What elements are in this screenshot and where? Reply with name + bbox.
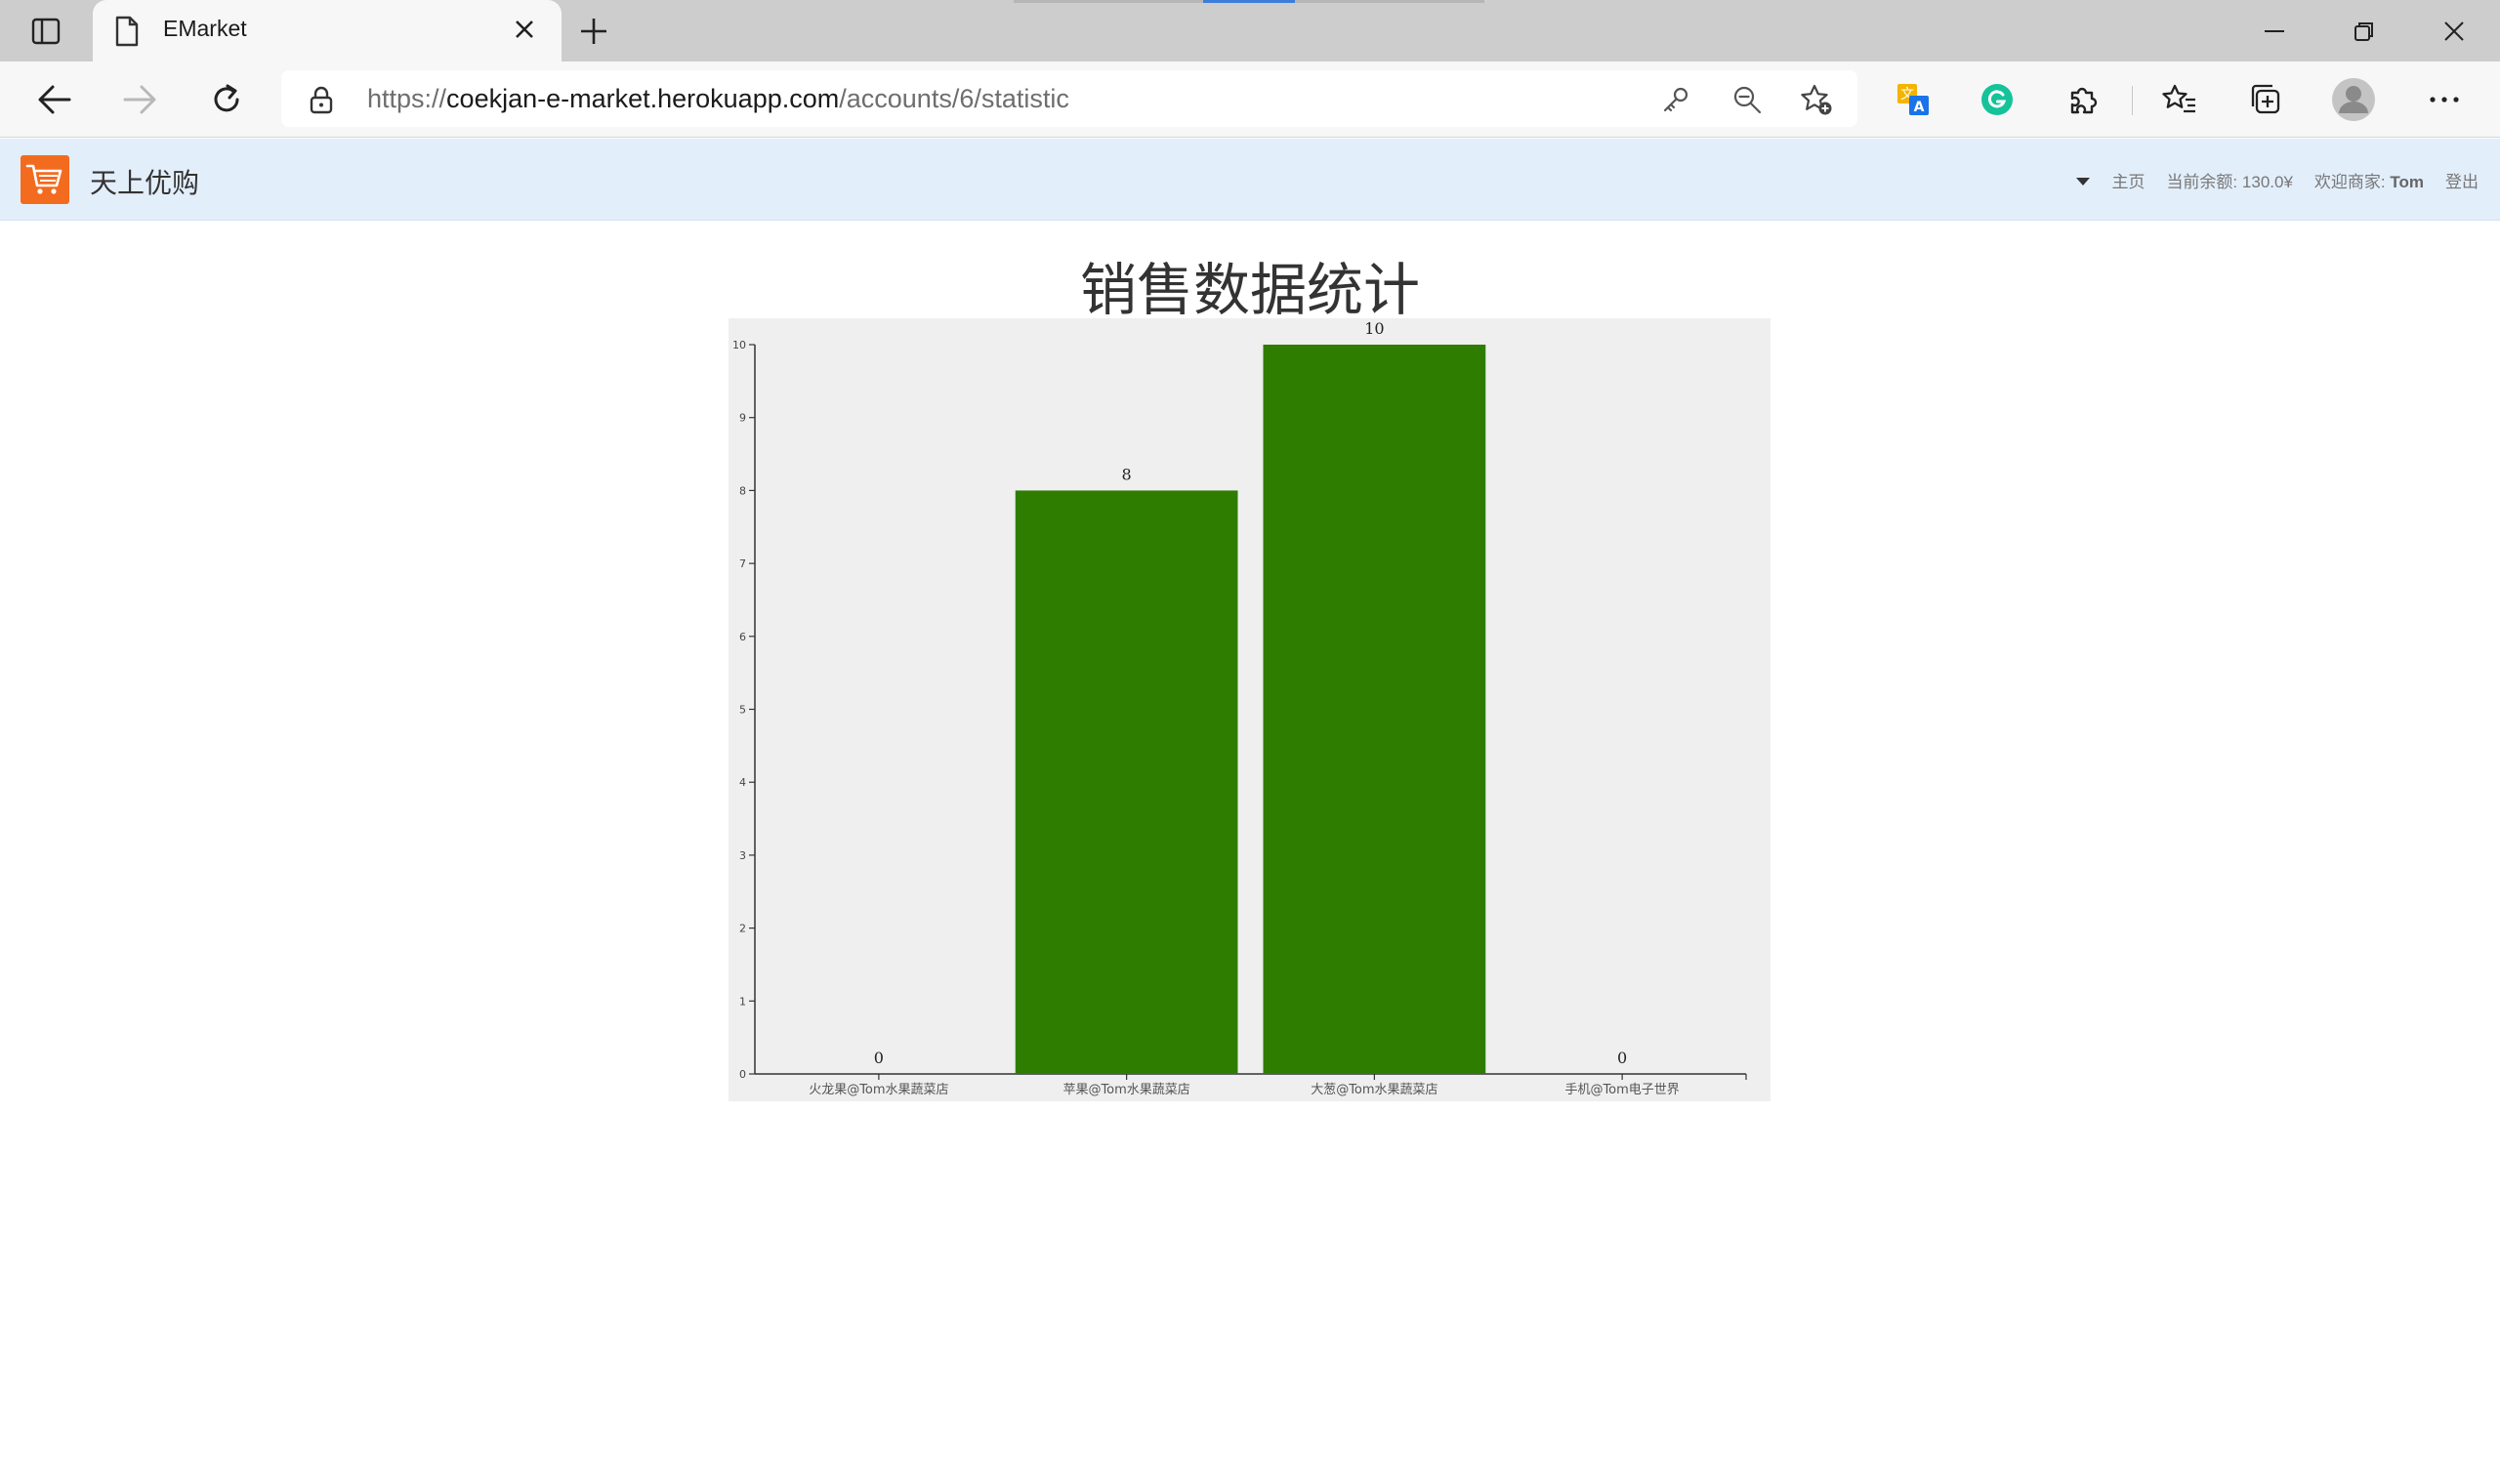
- tab-emarket[interactable]: EMarket: [93, 0, 562, 62]
- y-tick-label: 6: [739, 631, 746, 643]
- grammarly-icon[interactable]: [1973, 75, 2021, 124]
- tab-strip-indicator: [1295, 0, 1484, 3]
- minimize-icon[interactable]: [2252, 12, 2297, 51]
- y-tick-label: 3: [739, 849, 746, 862]
- address-bar[interactable]: https://coekjan-e-market.herokuapp.com/a…: [281, 70, 1857, 127]
- browser-tab-bar: EMarket: [0, 0, 2500, 62]
- y-tick-label: 0: [739, 1068, 746, 1081]
- bar: [1263, 345, 1486, 1074]
- page-title: 销售数据统计: [1079, 259, 1420, 322]
- new-tab-icon[interactable]: [574, 12, 613, 51]
- page-icon: [114, 16, 140, 52]
- collections-icon[interactable]: [2242, 75, 2291, 124]
- tab-title: EMarket: [163, 16, 247, 41]
- tab-strip-indicator-active: [1203, 0, 1295, 3]
- logout-link[interactable]: 登出: [2445, 173, 2479, 191]
- y-tick-label: 1: [739, 995, 746, 1008]
- x-tick-label: 火龙果@Tom水果蔬菜店: [809, 1083, 948, 1097]
- dropdown-caret-icon[interactable]: [2076, 177, 2091, 186]
- merchant-info: 欢迎商家: Tom: [2313, 173, 2424, 191]
- close-tab-icon[interactable]: [511, 16, 538, 48]
- site-brand[interactable]: 天上优购: [90, 168, 200, 198]
- balance-value: 130.0¥: [2241, 173, 2293, 191]
- bar: [1015, 490, 1238, 1074]
- y-tick-label: 8: [739, 484, 746, 497]
- more-menu-icon[interactable]: [2420, 75, 2469, 124]
- extensions-icon[interactable]: [2059, 75, 2107, 124]
- svg-text:A: A: [1914, 100, 1925, 115]
- y-tick-label: 7: [739, 557, 746, 570]
- merchant-name[interactable]: Tom: [2390, 173, 2424, 191]
- tab-actions-icon[interactable]: [20, 14, 72, 49]
- favorites-icon[interactable]: [2155, 75, 2204, 124]
- shopping-cart-logo-icon[interactable]: [21, 155, 69, 204]
- zoom-out-icon[interactable]: [1729, 82, 1765, 117]
- x-tick-label: 大葱@Tom水果蔬菜店: [1311, 1083, 1438, 1097]
- chart-background: [729, 318, 1771, 1101]
- bar-value-label: 10: [1364, 319, 1384, 338]
- bar-value-label: 8: [1122, 465, 1132, 483]
- balance-info: 当前余额: 130.0¥: [2166, 173, 2293, 191]
- close-window-icon[interactable]: [2432, 12, 2477, 51]
- x-tick-label: 苹果@Tom水果蔬菜店: [1062, 1083, 1189, 1097]
- back-icon[interactable]: [29, 75, 78, 124]
- lock-icon[interactable]: [309, 85, 334, 119]
- bar-value-label: 0: [1617, 1049, 1627, 1067]
- bar-value-label: 0: [874, 1049, 884, 1067]
- url-text[interactable]: https://coekjan-e-market.herokuapp.com/a…: [367, 84, 1069, 113]
- home-link[interactable]: 主页: [2111, 173, 2146, 191]
- password-key-icon[interactable]: [1658, 82, 1693, 117]
- site-header: 天上优购 主页 当前余额: 130.0¥ 欢迎商家: Tom 登出: [0, 139, 2500, 221]
- x-tick-label: 手机@Tom电子世界: [1564, 1083, 1679, 1097]
- restore-icon[interactable]: [2342, 12, 2387, 51]
- browser-toolbar: https://coekjan-e-market.herokuapp.com/a…: [0, 62, 2500, 138]
- tab-strip-indicator: [1014, 0, 1203, 3]
- y-tick-label: 10: [732, 339, 746, 351]
- forward-icon[interactable]: [116, 75, 165, 124]
- y-tick-label: 2: [739, 923, 746, 935]
- y-tick-label: 9: [739, 412, 746, 425]
- y-tick-label: 4: [739, 776, 746, 789]
- add-favorite-icon[interactable]: [1799, 82, 1834, 117]
- sales-bar-chart: 0 1 2 3 4 5 6 7 8 9 10 0 火龙果@Tom水果蔬菜店 8 苹果@Tom水果蔬菜店 10 大…: [729, 318, 1771, 1101]
- refresh-icon[interactable]: [202, 75, 251, 124]
- profile-avatar-icon[interactable]: [2329, 75, 2378, 124]
- y-tick-label: 5: [739, 704, 746, 717]
- toolbar-separator: [2132, 86, 2133, 115]
